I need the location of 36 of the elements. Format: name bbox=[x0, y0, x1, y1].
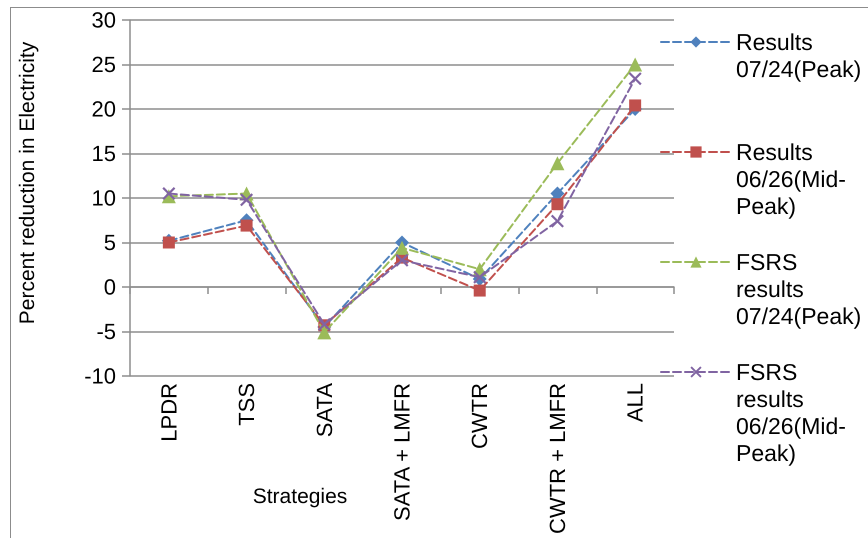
point bbox=[395, 240, 409, 255]
legend-label: Results 07/24(Peak) bbox=[736, 29, 862, 82]
x-tick-label: TSS bbox=[234, 383, 260, 426]
point bbox=[629, 99, 642, 112]
y-axis-title: Percent reduction in Electricity bbox=[16, 41, 39, 324]
point bbox=[240, 193, 254, 206]
point bbox=[396, 254, 408, 267]
point bbox=[240, 220, 253, 232]
point bbox=[474, 284, 486, 297]
y-tick-label: 20 bbox=[92, 96, 116, 122]
legend-label: FSRS results 07/24(Peak) bbox=[736, 249, 862, 329]
y-tick-label: 15 bbox=[92, 141, 116, 166]
y-tick-label: 25 bbox=[92, 52, 116, 77]
x-tick-label: ALL bbox=[622, 383, 648, 422]
y-tick-label: -5 bbox=[96, 319, 116, 344]
x-tick-label: SATA bbox=[312, 382, 337, 438]
x-axis-title: Strategies bbox=[252, 485, 348, 508]
y-tick-label: 5 bbox=[104, 230, 116, 255]
point bbox=[162, 187, 176, 200]
point bbox=[628, 58, 642, 72]
x-tick-label: CWTR + LMFR bbox=[544, 383, 570, 534]
x-tick-label: LPDR bbox=[156, 383, 182, 442]
point bbox=[551, 198, 564, 210]
y-tick-label: 0 bbox=[104, 274, 116, 300]
y-tick-label: -10 bbox=[84, 364, 116, 388]
point bbox=[162, 236, 175, 248]
legend-label: FSRS results 06/26(Mid-Peak) bbox=[736, 359, 846, 466]
y-tick-label: 10 bbox=[92, 186, 116, 210]
point bbox=[550, 156, 564, 170]
y-tick-label: 30 bbox=[92, 8, 116, 32]
x-tick-label: CWTR bbox=[467, 383, 492, 449]
point bbox=[550, 214, 564, 228]
legend-label: Results 06/26(Mid-Peak) bbox=[736, 139, 846, 219]
point bbox=[317, 325, 332, 340]
point bbox=[628, 72, 642, 86]
x-tick-label: SATA + LMFR bbox=[390, 383, 414, 521]
